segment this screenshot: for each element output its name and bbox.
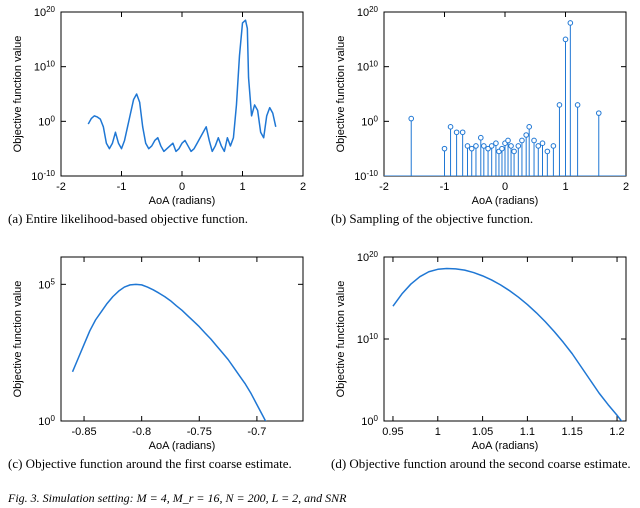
svg-text:AoA (radians): AoA (radians) bbox=[472, 195, 539, 207]
svg-text:AoA (radians): AoA (radians) bbox=[472, 440, 539, 452]
svg-text:1.15: 1.15 bbox=[562, 426, 583, 438]
svg-text:-0.85: -0.85 bbox=[72, 426, 97, 438]
svg-text:105: 105 bbox=[38, 277, 55, 292]
svg-text:1: 1 bbox=[435, 426, 441, 438]
svg-text:1010: 1010 bbox=[357, 332, 379, 347]
svg-text:Objective function value: Objective function value bbox=[335, 36, 347, 153]
svg-text:Objective function value: Objective function value bbox=[12, 36, 24, 153]
svg-text:AoA (radians): AoA (radians) bbox=[149, 440, 216, 452]
svg-text:0.95: 0.95 bbox=[382, 426, 403, 438]
svg-text:-0.7: -0.7 bbox=[247, 426, 266, 438]
figure-grid: -2 -1 0 1 2 10-10 100 1010 1020 AoA (radians) Obje… bbox=[0, 0, 640, 490]
caption-c: (c) Objective function around the first … bbox=[6, 455, 311, 490]
plot-d: 0.95 1 1.05 1.1 1.15 1.2 100 1010 1020 AoA (radia… bbox=[329, 249, 634, 455]
svg-text:Objective function value: Objective function value bbox=[335, 281, 347, 398]
svg-text:100: 100 bbox=[361, 114, 378, 129]
svg-text:-1: -1 bbox=[440, 181, 450, 193]
svg-text:1: 1 bbox=[239, 181, 245, 193]
svg-text:1020: 1020 bbox=[357, 250, 379, 265]
svg-text:-0.75: -0.75 bbox=[187, 426, 212, 438]
panel-c: -0.85 -0.8 -0.75 -0.7 100 105 AoA (radians) Obj… bbox=[6, 249, 311, 490]
svg-text:-2: -2 bbox=[56, 181, 66, 193]
svg-text:-2: -2 bbox=[379, 181, 389, 193]
svg-text:10-10: 10-10 bbox=[31, 169, 55, 184]
svg-text:1: 1 bbox=[562, 181, 568, 193]
svg-text:1.1: 1.1 bbox=[520, 426, 535, 438]
svg-text:2: 2 bbox=[300, 181, 306, 193]
panel-b: -2 -1 0 1 2 10-10 100 1010 1020 AoA (radians) Obje… bbox=[329, 4, 634, 245]
svg-text:100: 100 bbox=[361, 414, 378, 429]
svg-text:100: 100 bbox=[38, 114, 55, 129]
panel-d: 0.95 1 1.05 1.1 1.15 1.2 100 1010 1020 AoA (radia… bbox=[329, 249, 634, 490]
svg-text:1010: 1010 bbox=[357, 59, 379, 74]
svg-text:Objective function value: Objective function value bbox=[12, 281, 24, 398]
caption-a: (a) Entire likelihood-based objective fu… bbox=[6, 210, 311, 245]
figure-footer: Fig. 3. Simulation setting: M = 4, M_r =… bbox=[8, 491, 347, 506]
plot-c: -0.85 -0.8 -0.75 -0.7 100 105 AoA (radians) Obj… bbox=[6, 249, 311, 455]
svg-text:1020: 1020 bbox=[357, 5, 379, 20]
panel-a: -2 -1 0 1 2 10-10 100 1010 1020 AoA (radians) Obje… bbox=[6, 4, 311, 245]
plot-b: -2 -1 0 1 2 10-10 100 1010 1020 AoA (radians) Obje… bbox=[329, 4, 634, 210]
caption-d: (d) Objective function around the second… bbox=[329, 455, 634, 490]
svg-text:0: 0 bbox=[502, 181, 508, 193]
svg-text:0: 0 bbox=[179, 181, 185, 193]
svg-text:-1: -1 bbox=[117, 181, 127, 193]
svg-text:10-10: 10-10 bbox=[354, 169, 378, 184]
svg-text:1.05: 1.05 bbox=[472, 426, 493, 438]
svg-text:100: 100 bbox=[38, 414, 55, 429]
svg-text:-0.8: -0.8 bbox=[132, 426, 151, 438]
svg-text:1010: 1010 bbox=[34, 59, 56, 74]
svg-text:1.2: 1.2 bbox=[609, 426, 624, 438]
svg-text:2: 2 bbox=[623, 181, 629, 193]
plot-a: -2 -1 0 1 2 10-10 100 1010 1020 AoA (radians) Obje… bbox=[6, 4, 311, 210]
svg-text:1020: 1020 bbox=[34, 5, 56, 20]
svg-text:AoA (radians): AoA (radians) bbox=[149, 195, 216, 207]
caption-b: (b) Sampling of the objective function. bbox=[329, 210, 634, 245]
